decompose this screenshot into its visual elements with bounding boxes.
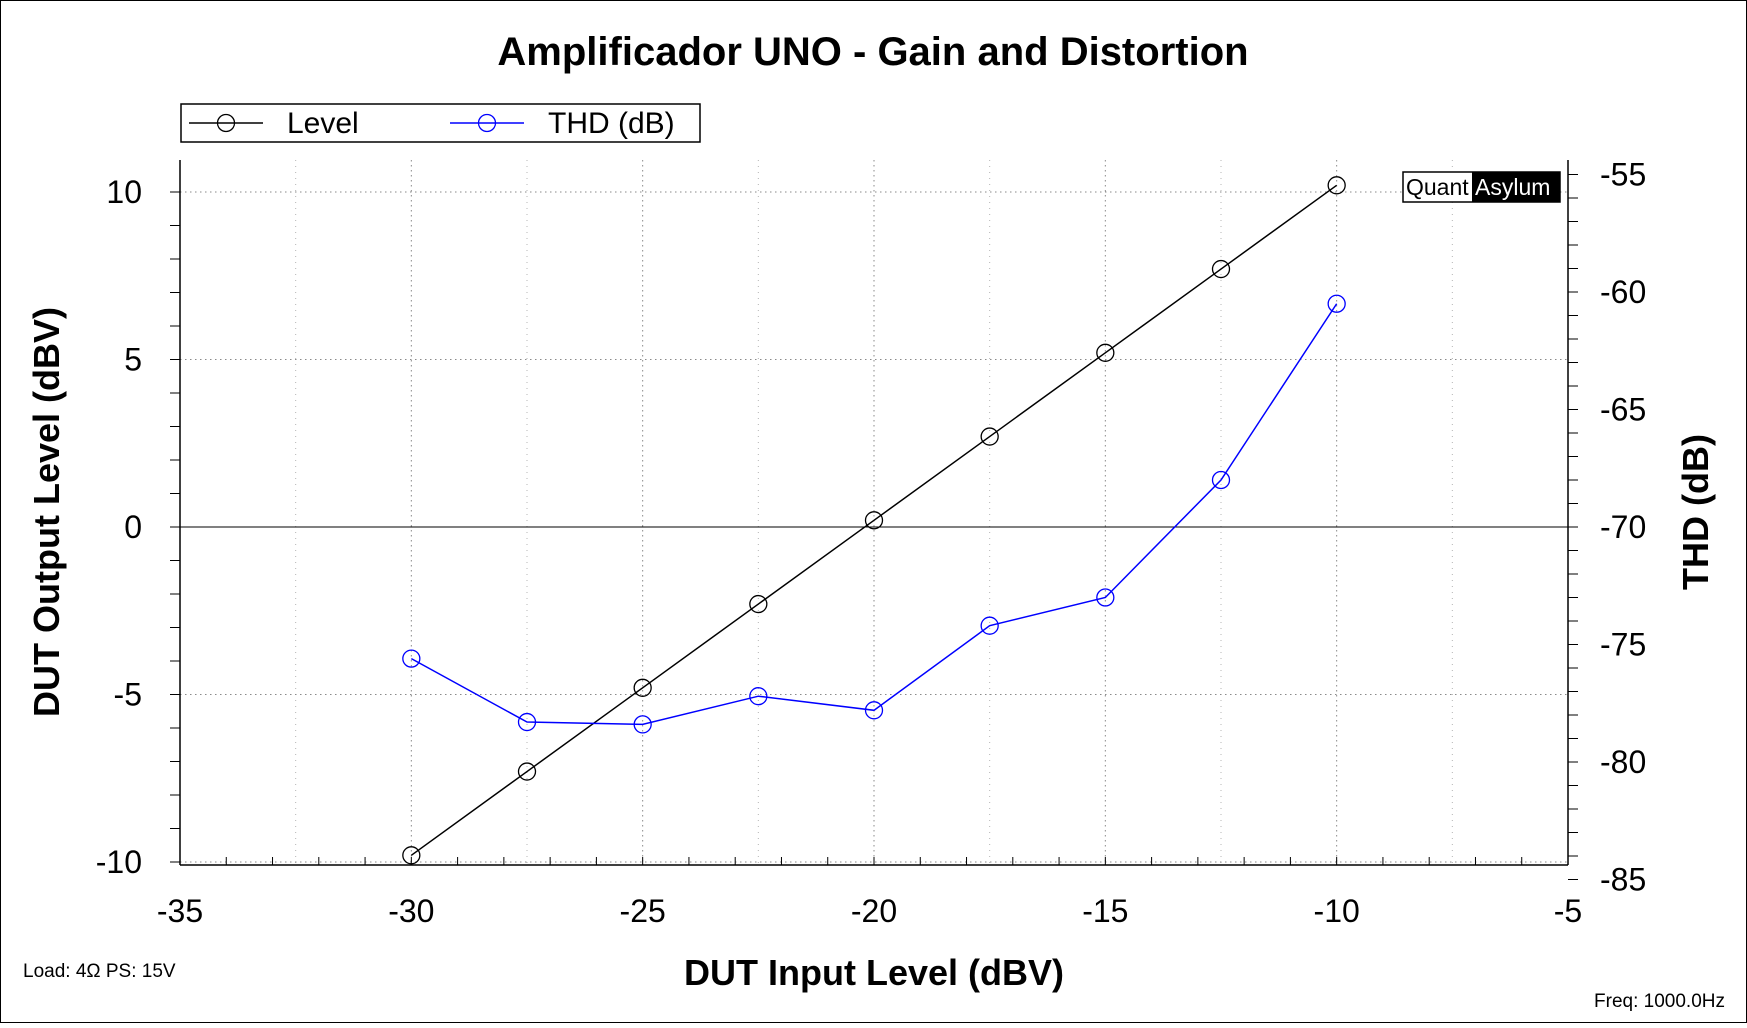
load-note: Load: 4Ω PS: 15V [23,961,176,982]
freq-note: Freq: 1000.0Hz [1594,991,1725,1012]
y2-tick-label: -60 [1600,274,1646,310]
x-tick-label: -15 [1082,893,1128,929]
data-point [402,649,421,668]
quantasylum-logo: Quant Asylum [1402,171,1561,203]
x-tick-label: -10 [1314,893,1360,929]
data-point [633,678,652,697]
data-point [1211,470,1231,490]
data-point [1327,176,1346,195]
chart-title: Amplificador UNO - Gain and Distortion [497,30,1248,74]
y2-tick-label: -70 [1600,509,1646,545]
data-point [749,594,768,614]
legend-thd-marker [477,113,497,133]
data-point [980,427,999,446]
data-point [749,687,768,706]
y2-tick-label: -65 [1600,392,1646,428]
plot-area [180,160,1568,865]
y-tick-label: 10 [106,174,142,210]
data-point [1096,343,1115,362]
legend: Level THD (dB) [180,103,701,143]
legend-thd-label: THD (dB) [548,107,675,140]
y2-axis-title: THD (dB) [1675,434,1716,590]
minor-ticks [170,174,1578,880]
series-line [410,303,1338,726]
series-line [410,184,1338,856]
x-tick-label: -35 [157,893,203,929]
y-tick-label: -10 [96,844,142,880]
data-point [1211,259,1231,279]
y2-tick-label: -75 [1600,627,1646,663]
y-tick-label: 0 [124,509,142,545]
y-tick-label: 5 [124,342,142,378]
x-tick-label: -5 [1554,893,1582,929]
series-thd [402,294,1346,734]
y2-tick-labels: -85 -80 -75 -70 -65 -60 -55 [1600,157,1646,898]
data-point [864,511,884,530]
legend-box [180,103,701,143]
x-tick-label: -30 [388,893,434,929]
y2-tick-label: -85 [1600,862,1646,898]
x-axis-title: DUT Input Level (dBV) [684,952,1064,993]
legend-level-marker [216,113,236,133]
data-point [1096,588,1115,607]
logo-text-left: Quant [1406,174,1469,200]
x-tick-labels: -35 -30 -25 -20 -15 -10 -5 [157,893,1582,929]
logo-dark-block [1472,172,1560,202]
data-point [864,701,884,720]
data-point [402,846,421,865]
y-axis-title: DUT Output Level (dBV) [26,307,67,717]
data-point [1327,294,1346,313]
data-point [517,712,537,732]
series-layer [402,176,1346,865]
data-point [633,715,652,734]
data-point [517,762,537,781]
y2-tick-label: -55 [1600,157,1646,193]
series-level [402,176,1346,865]
x-tick-label: -25 [620,893,666,929]
y-tick-label: -5 [114,677,142,713]
legend-level-label: Level [287,107,359,140]
x-tick-label: -20 [851,893,897,929]
logo-text-right: Asylum [1475,174,1550,200]
y-tick-labels: -10 -5 0 5 10 [96,174,142,880]
data-point [980,616,999,635]
y2-tick-label: -80 [1600,744,1646,780]
